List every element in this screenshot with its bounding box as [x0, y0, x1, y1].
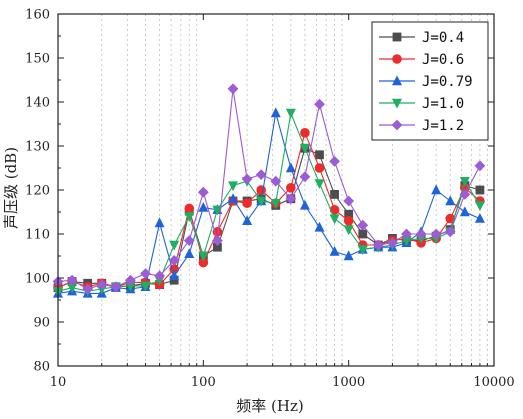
data-point — [228, 83, 239, 94]
legend-label: J=0.4 — [422, 30, 464, 46]
x-tick-label: 10000 — [473, 375, 514, 390]
data-point — [286, 109, 296, 119]
data-point — [330, 214, 340, 224]
series-line — [58, 148, 480, 287]
data-point — [286, 162, 296, 172]
data-point — [476, 186, 485, 195]
data-point — [198, 187, 209, 198]
data-point — [431, 184, 441, 194]
data-point — [475, 213, 485, 223]
legend-label: J=1.2 — [422, 118, 464, 134]
y-tick-label: 80 — [33, 360, 50, 375]
y-axis-label: 声压级 (dB) — [2, 147, 20, 229]
y-tick-label: 100 — [25, 272, 50, 287]
y-tick-label: 110 — [25, 228, 50, 243]
legend: J=0.4 J=0.6 J=0.79 J=1.0 J=1.2 — [372, 22, 488, 140]
legend-label: J=0.6 — [422, 52, 464, 68]
data-point — [169, 241, 179, 251]
data-point — [286, 183, 296, 193]
data-point — [300, 171, 311, 182]
data-point — [155, 217, 165, 227]
data-point — [445, 195, 455, 205]
y-tick-label: 120 — [25, 184, 50, 199]
data-point — [460, 206, 470, 216]
data-point — [184, 204, 194, 214]
data-point — [256, 185, 266, 195]
legend-label: J=1.0 — [422, 96, 464, 112]
data-point — [344, 216, 354, 226]
data-point — [475, 201, 485, 211]
data-point — [184, 248, 194, 258]
y-tick-label: 130 — [25, 140, 50, 155]
legend-label: J=0.79 — [422, 74, 473, 90]
legend-marker — [393, 33, 402, 42]
data-point — [330, 190, 339, 199]
y-tick-label: 160 — [25, 8, 50, 23]
data-point — [329, 156, 340, 167]
data-point — [315, 222, 325, 232]
data-point — [315, 163, 325, 173]
y-tick-label: 90 — [33, 316, 50, 331]
data-point — [475, 160, 486, 171]
data-point — [358, 230, 367, 239]
data-point — [184, 235, 195, 246]
x-tick-label: 1000 — [332, 375, 365, 390]
data-point — [315, 179, 325, 189]
data-point — [242, 198, 252, 208]
x-tick-label: 10 — [50, 375, 67, 390]
x-tick-label: 100 — [191, 375, 216, 390]
data-point — [300, 200, 310, 210]
data-point — [300, 128, 310, 138]
data-point — [228, 181, 238, 191]
y-tick-label: 140 — [25, 96, 50, 111]
data-point — [271, 107, 281, 117]
data-point — [330, 246, 340, 256]
x-axis-label: 频率 (Hz) — [236, 397, 303, 415]
data-point — [315, 150, 324, 159]
data-point — [314, 99, 325, 110]
y-tick-label: 150 — [25, 52, 50, 67]
series-0 — [54, 144, 485, 292]
data-point — [343, 196, 354, 207]
legend-marker — [392, 54, 402, 64]
